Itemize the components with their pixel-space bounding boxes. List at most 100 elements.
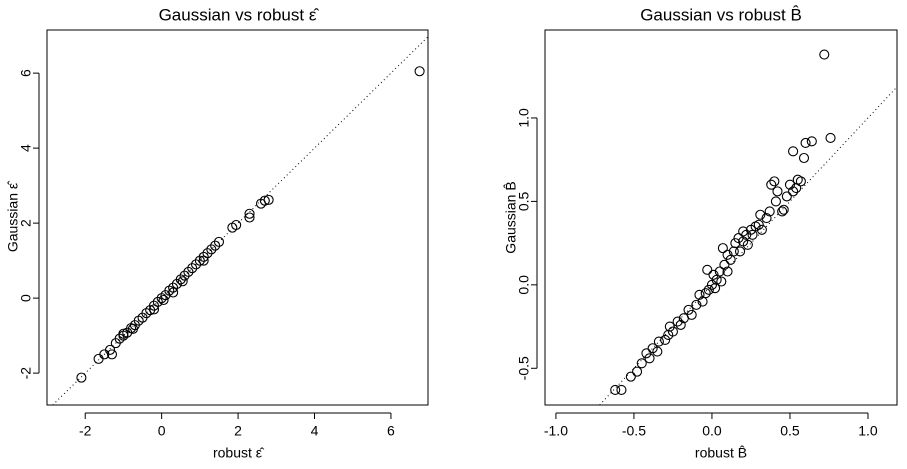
panel: Gaussian vs robust ε̂ robust ε̂ Gaussian ε…	[5, 5, 429, 461]
point	[127, 323, 139, 334]
x-tick-label: 0.0	[702, 423, 722, 439]
x-tick-label: 4	[311, 423, 319, 439]
x-tick-label: 2	[234, 423, 242, 439]
point	[777, 206, 788, 217]
point	[105, 344, 116, 355]
point	[158, 294, 169, 306]
point	[700, 288, 711, 299]
point	[761, 213, 772, 224]
point	[730, 238, 741, 249]
point	[179, 270, 190, 281]
point	[206, 244, 217, 255]
identity-line	[52, 36, 428, 405]
point	[778, 204, 789, 215]
point	[717, 243, 728, 254]
point	[770, 196, 781, 207]
point	[636, 358, 647, 369]
point	[672, 316, 683, 327]
point	[795, 176, 806, 187]
point	[653, 336, 664, 347]
y-axis-label: Gaussian B̂	[502, 181, 518, 253]
y-tick-label: -2	[18, 367, 34, 380]
point	[610, 384, 621, 396]
y-axis-label: Gaussian ε̂	[5, 180, 21, 252]
point	[722, 266, 733, 277]
point	[756, 224, 767, 235]
point	[183, 266, 194, 277]
point	[641, 348, 652, 359]
point	[210, 240, 221, 251]
point	[784, 179, 796, 190]
x-tick-label: 1.0	[858, 423, 878, 439]
point	[798, 152, 810, 164]
point	[734, 246, 746, 257]
plot-frame	[544, 29, 898, 406]
point	[819, 49, 830, 60]
point	[198, 251, 209, 262]
point	[652, 346, 663, 357]
y-tick-label: 1.0	[516, 108, 532, 128]
point	[825, 132, 836, 144]
point	[632, 366, 643, 377]
x-axis-label: robust B̂	[695, 444, 747, 460]
point	[769, 176, 780, 187]
point	[703, 284, 714, 295]
point	[686, 309, 697, 320]
x-axis-label: robust ε̂	[213, 445, 265, 461]
point	[414, 66, 425, 77]
point	[194, 255, 205, 266]
point	[691, 299, 702, 310]
point	[148, 300, 160, 311]
point	[764, 206, 775, 217]
point	[753, 219, 764, 230]
point	[106, 349, 118, 360]
point	[175, 274, 186, 285]
point	[187, 263, 198, 274]
point	[177, 276, 188, 287]
point	[244, 212, 255, 223]
y-tick-label: 6	[18, 69, 34, 77]
point	[683, 304, 694, 315]
identity-line	[598, 86, 897, 405]
y-tick-label: 0	[18, 294, 34, 302]
point	[722, 249, 733, 260]
chart-title: Gaussian vs robust B̂	[640, 5, 802, 25]
point	[714, 266, 725, 277]
point	[788, 186, 799, 197]
point	[708, 269, 719, 280]
point	[168, 282, 179, 293]
point	[694, 289, 705, 300]
point	[263, 194, 274, 205]
y-tick-label: 4	[18, 144, 34, 152]
point	[800, 137, 811, 149]
point	[231, 219, 242, 231]
point	[625, 371, 636, 382]
point	[259, 195, 270, 206]
plot-frame	[46, 29, 429, 406]
x-tick-label: 0	[158, 423, 166, 439]
point	[118, 328, 129, 339]
point	[747, 229, 758, 240]
point	[93, 353, 104, 364]
x-tick-label: 6	[387, 423, 395, 439]
point	[76, 372, 87, 383]
x-tick-label: -2	[79, 423, 92, 439]
point	[755, 209, 766, 220]
x-tick-label: 0.5	[780, 423, 800, 439]
point	[738, 226, 749, 237]
y-tick-label: 0.5	[516, 191, 532, 211]
point	[702, 264, 713, 275]
point	[742, 239, 753, 250]
chart-title: Gaussian vs robust ε̂	[159, 5, 320, 24]
point	[766, 179, 777, 190]
y-tick-label: 0.0	[516, 275, 532, 295]
point	[667, 326, 678, 337]
point	[719, 259, 730, 270]
point	[168, 287, 179, 298]
y-tick-label: -0.5	[516, 356, 532, 380]
y-tick-label: 2	[18, 219, 34, 227]
point	[664, 321, 675, 332]
point	[806, 136, 817, 147]
point	[772, 186, 783, 197]
